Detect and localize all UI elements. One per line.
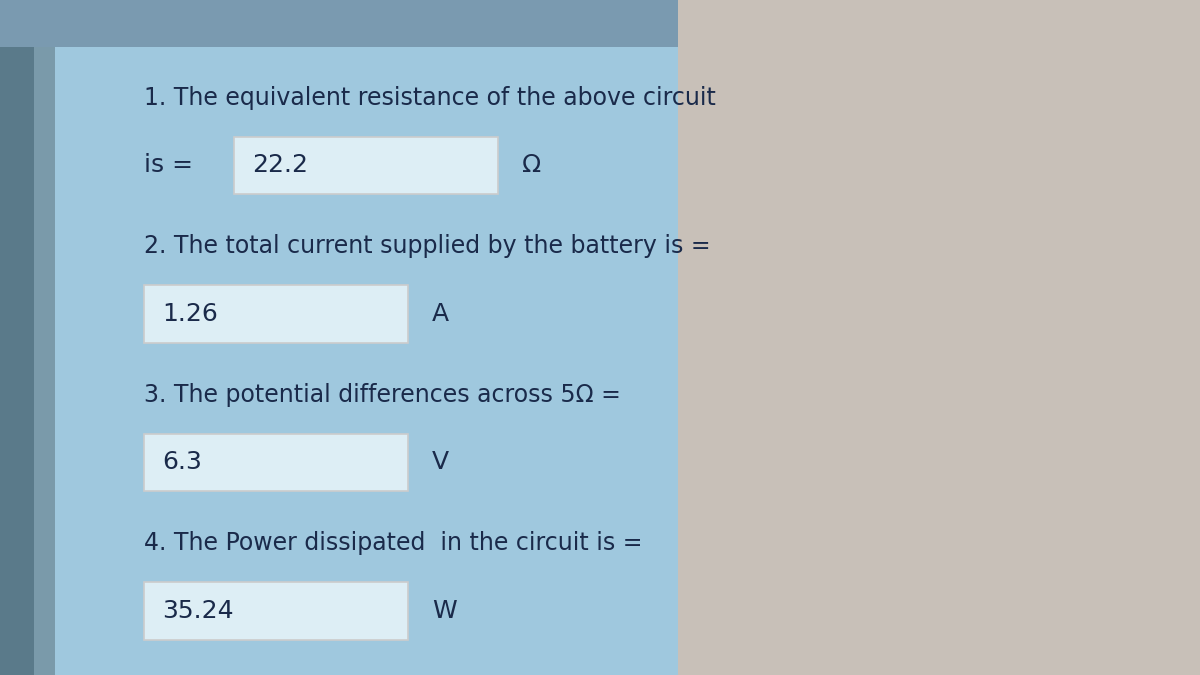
Text: 6.3: 6.3 [162,450,202,475]
Text: V: V [432,450,449,475]
FancyBboxPatch shape [0,0,34,675]
FancyBboxPatch shape [144,582,408,640]
Text: 1.26: 1.26 [162,302,218,326]
FancyBboxPatch shape [0,0,678,675]
Text: A: A [432,302,449,326]
Text: 4. The Power dissipated  in the circuit is =: 4. The Power dissipated in the circuit i… [144,531,642,556]
FancyBboxPatch shape [144,433,408,491]
FancyBboxPatch shape [0,0,678,47]
Text: 2. The total current supplied by the battery is =: 2. The total current supplied by the bat… [144,234,710,259]
Text: Ω: Ω [522,153,541,178]
FancyBboxPatch shape [34,0,55,675]
FancyBboxPatch shape [234,136,498,194]
Text: 3. The potential differences across 5Ω =: 3. The potential differences across 5Ω = [144,383,620,407]
Text: 35.24: 35.24 [162,599,234,623]
Text: is =: is = [144,153,202,178]
Text: 22.2: 22.2 [252,153,308,178]
Text: W: W [432,599,457,623]
Text: 1. The equivalent resistance of the above circuit: 1. The equivalent resistance of the abov… [144,86,716,110]
FancyBboxPatch shape [144,285,408,342]
